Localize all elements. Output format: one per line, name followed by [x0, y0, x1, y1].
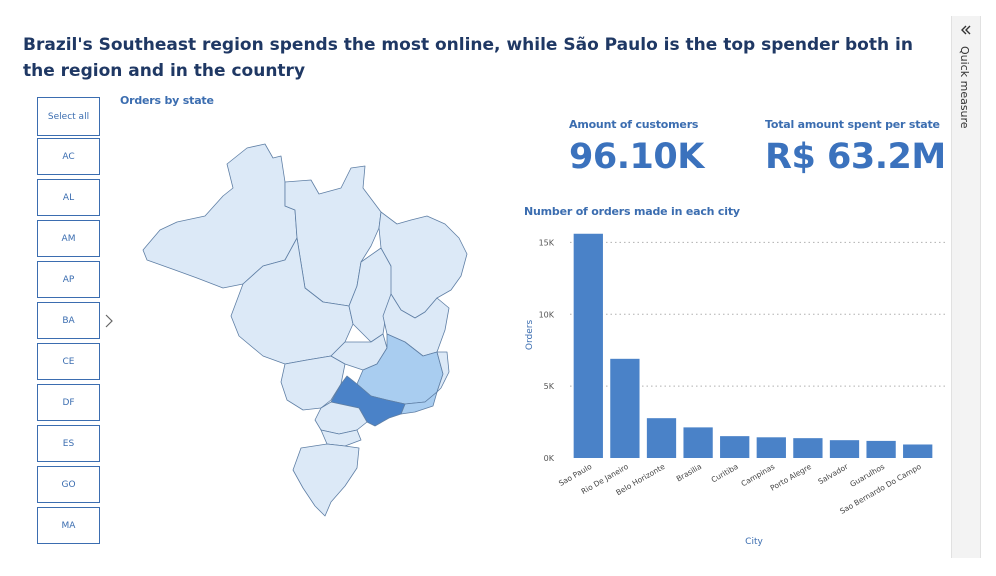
y-tick-label: 15K: [539, 238, 555, 247]
bar-salvador[interactable]: [829, 440, 860, 458]
report-headline: Brazil's Southeast region spends the mos…: [23, 35, 913, 81]
slicer-item-go[interactable]: GO: [37, 466, 100, 503]
bar-sao-bernardo-do-campo[interactable]: [903, 444, 933, 458]
double-chevron-left-icon[interactable]: [960, 24, 972, 36]
map-region-center-west: [230, 237, 354, 365]
slicer-item-ba[interactable]: BA: [37, 302, 100, 339]
map-title: Orders by state: [120, 94, 214, 107]
chart-title: Number of orders made in each city: [524, 205, 740, 218]
bar-brasilia[interactable]: [683, 427, 713, 458]
kpi-customers-label: Amount of customers: [569, 118, 699, 131]
kpi-customers-value: 96.10K: [569, 137, 704, 177]
slicer-item-am[interactable]: AM: [37, 220, 100, 257]
bar-curitiba[interactable]: [720, 436, 750, 458]
slicer-item-select-all[interactable]: Select all: [37, 97, 100, 136]
map-region-northeast: [378, 211, 468, 319]
bar-rio-de-janeiro[interactable]: [610, 358, 640, 458]
bar-belo-horizonte[interactable]: [646, 418, 677, 458]
slicer-item-al[interactable]: AL: [37, 179, 100, 216]
slicer-item-df[interactable]: DF: [37, 384, 100, 421]
state-slicer: Select all AC AL AM AP BA CE DF ES GO MA: [37, 97, 100, 548]
x-tick-label: Salvador: [816, 461, 850, 486]
map-region-rio-grande-do-sul: [292, 443, 360, 517]
slicer-item-ce[interactable]: CE: [37, 343, 100, 380]
kpi-spent-value: R$ 63.2M: [765, 137, 946, 177]
x-axis-label: City: [745, 537, 763, 547]
slicer-item-es[interactable]: ES: [37, 425, 100, 462]
bar-sao-paulo[interactable]: [573, 233, 603, 458]
y-tick-label: 5K: [544, 382, 555, 391]
x-tick-label: Porto Alegre: [769, 462, 814, 493]
bar-campinas[interactable]: [756, 437, 786, 458]
quick-measure-label[interactable]: Quick measure: [958, 46, 971, 129]
chevron-right-icon[interactable]: [104, 314, 114, 328]
x-tick-label: Brasilia: [675, 462, 703, 484]
map-region-espirito-santo: [436, 351, 450, 393]
y-tick-label: 10K: [539, 310, 555, 319]
y-axis-label: Orders: [525, 320, 535, 351]
kpi-spent-label: Total amount spent per state: [765, 118, 940, 131]
slicer-item-ac[interactable]: AC: [37, 138, 100, 175]
bar-porto-alegre[interactable]: [793, 438, 823, 458]
x-tick-label: Curitiba: [710, 462, 740, 485]
brazil-state-map[interactable]: [135, 138, 475, 520]
map-region-mato-grosso-do-sul: [280, 355, 346, 411]
quick-measure-pane[interactable]: Quick measure: [951, 16, 981, 558]
slicer-item-ma[interactable]: MA: [37, 507, 100, 544]
slicer-item-ap[interactable]: AP: [37, 261, 100, 298]
bar-guarulhos[interactable]: [866, 440, 896, 458]
y-tick-label: 0K: [544, 454, 555, 463]
